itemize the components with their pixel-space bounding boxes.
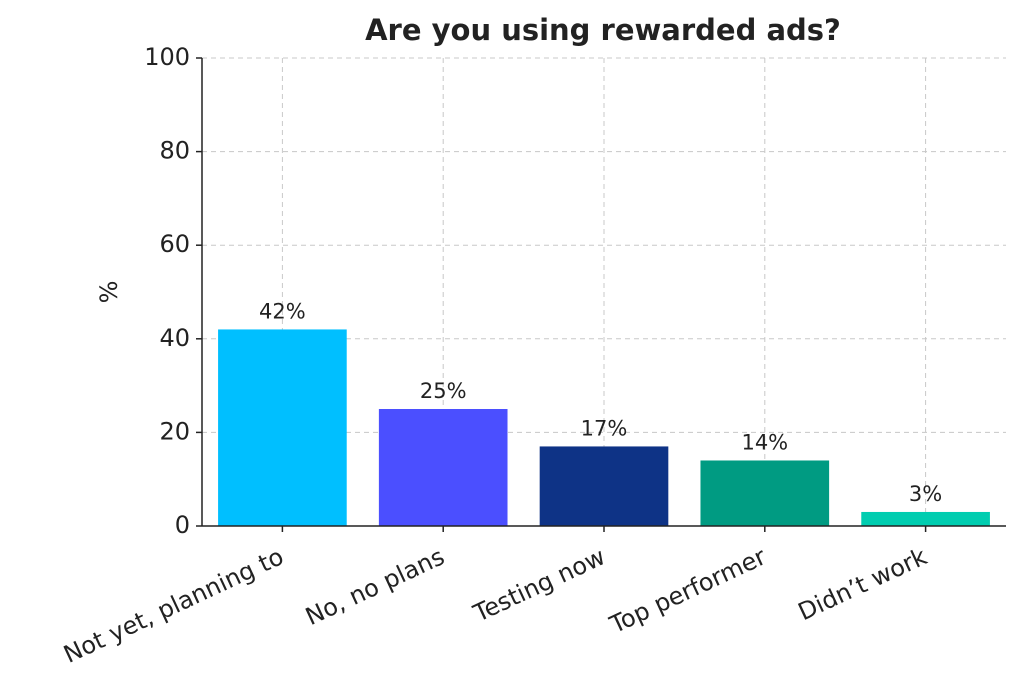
bar: [861, 511, 990, 526]
value-label: 17%: [581, 416, 628, 440]
value-label: 14%: [741, 430, 788, 454]
x-tick-label: Didn’t work: [794, 542, 931, 626]
chart-title: Are you using rewarded ads?: [365, 13, 841, 47]
y-tick-label: 0: [175, 511, 190, 539]
x-tick-label: Top performer: [605, 542, 771, 639]
bar: [700, 460, 830, 526]
value-label: 3%: [909, 482, 942, 506]
bar: [378, 409, 508, 526]
bar: [218, 329, 347, 526]
y-tick-label: 100: [144, 43, 190, 71]
x-tick-label: No, no plans: [301, 542, 449, 631]
value-label: 42%: [259, 299, 306, 323]
y-tick-label: 80: [159, 137, 190, 165]
x-tick-label: Not yet, planning to: [59, 542, 288, 668]
y-tick-label: 20: [159, 417, 190, 445]
x-tick-label: Testing now: [468, 542, 609, 628]
bar: [539, 446, 669, 526]
value-label: 25%: [420, 379, 467, 403]
y-tick-label: 40: [159, 324, 190, 352]
y-axis-label: %: [95, 281, 123, 304]
y-tick-label: 60: [159, 230, 190, 258]
